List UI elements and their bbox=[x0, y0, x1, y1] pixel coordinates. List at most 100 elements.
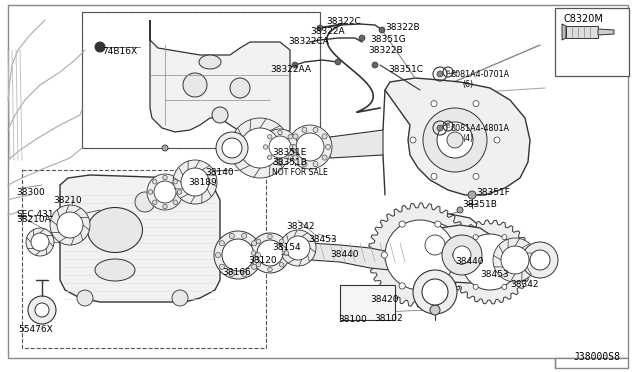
Circle shape bbox=[163, 175, 167, 180]
Circle shape bbox=[452, 252, 459, 258]
Circle shape bbox=[473, 235, 478, 240]
Circle shape bbox=[242, 272, 247, 276]
Text: 38322B: 38322B bbox=[385, 23, 420, 32]
Text: C8320M: C8320M bbox=[563, 14, 603, 24]
Circle shape bbox=[230, 118, 290, 178]
Circle shape bbox=[317, 25, 323, 31]
Circle shape bbox=[256, 239, 260, 244]
Circle shape bbox=[423, 108, 487, 172]
Circle shape bbox=[50, 205, 90, 245]
Circle shape bbox=[372, 62, 378, 68]
Circle shape bbox=[173, 200, 177, 205]
Circle shape bbox=[385, 220, 455, 290]
Circle shape bbox=[177, 190, 182, 194]
Text: SEC.431: SEC.431 bbox=[16, 210, 54, 219]
Circle shape bbox=[335, 59, 341, 65]
Circle shape bbox=[399, 221, 405, 227]
Bar bbox=[340, 285, 395, 320]
Circle shape bbox=[252, 251, 256, 255]
Text: 38342: 38342 bbox=[510, 280, 538, 289]
Text: 38300: 38300 bbox=[16, 188, 45, 197]
Circle shape bbox=[437, 71, 443, 77]
Circle shape bbox=[135, 192, 155, 212]
Bar bbox=[82, 12, 320, 148]
Circle shape bbox=[222, 239, 254, 271]
Circle shape bbox=[230, 78, 250, 98]
Circle shape bbox=[222, 138, 242, 158]
Text: 38351G: 38351G bbox=[370, 35, 406, 44]
Text: 38342: 38342 bbox=[286, 222, 314, 231]
Circle shape bbox=[494, 137, 500, 143]
Circle shape bbox=[252, 241, 257, 246]
Circle shape bbox=[530, 250, 550, 270]
Circle shape bbox=[229, 272, 234, 276]
Circle shape bbox=[473, 284, 478, 289]
Text: 38351B: 38351B bbox=[462, 200, 497, 209]
Text: 38440: 38440 bbox=[455, 257, 483, 266]
Circle shape bbox=[430, 305, 440, 315]
Circle shape bbox=[292, 147, 298, 153]
Circle shape bbox=[280, 230, 316, 266]
Circle shape bbox=[302, 161, 307, 167]
Polygon shape bbox=[150, 20, 290, 140]
Circle shape bbox=[57, 212, 83, 238]
Circle shape bbox=[462, 234, 518, 290]
Circle shape bbox=[516, 260, 521, 264]
Circle shape bbox=[302, 127, 307, 132]
Bar bbox=[555, 8, 629, 76]
Circle shape bbox=[473, 101, 479, 107]
Circle shape bbox=[28, 296, 56, 324]
Circle shape bbox=[183, 73, 207, 97]
Text: 38440: 38440 bbox=[330, 250, 358, 259]
Text: 38453: 38453 bbox=[308, 235, 337, 244]
Circle shape bbox=[268, 135, 272, 139]
Circle shape bbox=[220, 264, 225, 269]
Circle shape bbox=[216, 253, 221, 257]
Circle shape bbox=[222, 145, 228, 151]
Circle shape bbox=[220, 241, 225, 246]
Circle shape bbox=[501, 246, 529, 274]
Circle shape bbox=[413, 223, 457, 267]
Circle shape bbox=[147, 174, 183, 210]
Circle shape bbox=[240, 128, 280, 168]
Polygon shape bbox=[60, 175, 220, 302]
Text: (6): (6) bbox=[462, 80, 473, 89]
Circle shape bbox=[148, 190, 153, 194]
Text: (4): (4) bbox=[462, 134, 473, 143]
Circle shape bbox=[214, 231, 262, 279]
Circle shape bbox=[31, 233, 49, 251]
Circle shape bbox=[442, 235, 482, 275]
Text: ß081A4-0701A: ß081A4-0701A bbox=[450, 70, 509, 79]
Text: NOT FOR SALE: NOT FOR SALE bbox=[272, 168, 328, 177]
Circle shape bbox=[288, 135, 292, 139]
Text: 38210: 38210 bbox=[53, 196, 82, 205]
Circle shape bbox=[257, 240, 283, 266]
Circle shape bbox=[413, 270, 457, 314]
Text: 38351F: 38351F bbox=[476, 188, 510, 197]
Circle shape bbox=[286, 236, 310, 260]
Circle shape bbox=[322, 155, 327, 160]
Circle shape bbox=[255, 253, 260, 257]
Ellipse shape bbox=[95, 259, 135, 281]
Circle shape bbox=[216, 132, 248, 164]
Text: 38453: 38453 bbox=[480, 270, 509, 279]
Circle shape bbox=[410, 137, 416, 143]
Text: 38420: 38420 bbox=[370, 295, 399, 304]
Circle shape bbox=[437, 125, 443, 131]
Polygon shape bbox=[368, 203, 472, 307]
Circle shape bbox=[242, 233, 247, 238]
Text: 38351C: 38351C bbox=[388, 65, 423, 74]
Circle shape bbox=[280, 262, 284, 267]
Circle shape bbox=[278, 159, 282, 164]
Text: ß081A4-4801A: ß081A4-4801A bbox=[450, 124, 509, 133]
Circle shape bbox=[381, 252, 387, 258]
Ellipse shape bbox=[88, 208, 143, 253]
Circle shape bbox=[292, 62, 298, 68]
Polygon shape bbox=[382, 212, 485, 276]
Polygon shape bbox=[330, 130, 383, 158]
Circle shape bbox=[154, 181, 176, 203]
Circle shape bbox=[399, 283, 405, 289]
Text: 38140: 38140 bbox=[205, 168, 234, 177]
Text: 38210A: 38210A bbox=[16, 215, 51, 224]
Circle shape bbox=[278, 130, 282, 135]
